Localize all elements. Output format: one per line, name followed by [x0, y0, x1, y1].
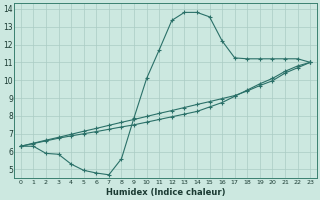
X-axis label: Humidex (Indice chaleur): Humidex (Indice chaleur) — [106, 188, 225, 197]
